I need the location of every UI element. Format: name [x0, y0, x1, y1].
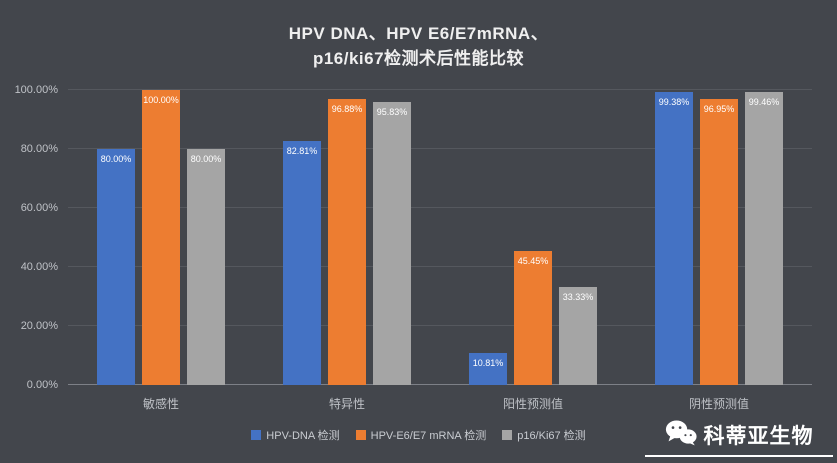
- bar: 80.00%: [187, 149, 225, 385]
- bar-label: 82.81%: [286, 145, 318, 156]
- x-axis-label: 敏感性: [142, 397, 179, 411]
- bar: 33.33%: [559, 286, 597, 385]
- bar-label: 99.38%: [658, 96, 690, 107]
- x-axis-line: [68, 384, 812, 385]
- x-axis-label: 阴性预测值: [688, 397, 749, 411]
- y-axis-tick: 80.00%: [20, 143, 58, 155]
- bar: 45.45%: [514, 250, 552, 385]
- x-axis: 敏感性 特异性 阳性预测值 阴性预测值: [68, 389, 812, 411]
- bar-label: 33.33%: [562, 291, 594, 302]
- bar: 80.00%: [97, 149, 135, 385]
- bar: 10.81%: [469, 353, 507, 385]
- y-axis-tick: 100.00%: [14, 84, 58, 96]
- bar: 95.83%: [373, 102, 411, 385]
- y-axis-tick: 60.00%: [20, 202, 58, 214]
- bar-label: 96.88%: [331, 104, 363, 115]
- legend-item: HPV-DNA 检测: [251, 427, 340, 443]
- bar: 100.00%: [142, 90, 180, 385]
- bar-label: 95.83%: [376, 107, 408, 118]
- wechat-icon: [665, 419, 697, 451]
- gridline: [68, 266, 812, 267]
- y-axis-tick: 40.00%: [20, 261, 58, 273]
- legend-swatch: [251, 430, 262, 440]
- gridline: [68, 325, 812, 326]
- bar-label: 45.45%: [517, 255, 549, 266]
- bar: 99.38%: [655, 91, 693, 385]
- bar-group: 99.38% 96.95% 99.46%: [626, 90, 812, 385]
- bar-groups: 80.00% 100.00% 80.00% 82.81% 96.88% 95.83% 10.…: [68, 90, 812, 385]
- bar: 96.95%: [700, 99, 738, 385]
- bar: 82.81%: [283, 140, 321, 385]
- chart-title: HPV DNA、HPV E6/E7mRNA、 p16/ki67检测术后性能比较: [288, 24, 549, 68]
- x-axis-label: 特异性: [328, 397, 365, 411]
- legend-swatch: [355, 430, 366, 440]
- gridline: [68, 207, 812, 208]
- bar-label: 80.00%: [100, 154, 132, 164]
- watermark-row: 科蒂亚生物: [665, 419, 814, 451]
- watermark: 科蒂亚生物: [645, 419, 833, 457]
- bar-label: 100.00%: [143, 95, 179, 105]
- legend: HPV-DNA 检测 HPV-E6/E7 mRNA 检测 p16/Ki67 检测: [0, 427, 837, 443]
- bar-label: 80.00%: [190, 154, 222, 164]
- watermark-underline: [645, 455, 833, 457]
- legend-label: HPV-DNA 检测: [266, 430, 340, 442]
- legend-item: p16/Ki67 检测: [502, 427, 586, 443]
- gridline: [68, 148, 812, 149]
- bar: 99.46%: [745, 91, 783, 385]
- bar-label: 10.81%: [472, 358, 504, 369]
- y-axis-tick: 0.00%: [26, 379, 58, 391]
- legend-swatch: [502, 430, 513, 440]
- watermark-text: 科蒂亚生物: [703, 425, 814, 448]
- bar-label: 96.95%: [703, 104, 735, 114]
- legend-label: p16/Ki67 检测: [517, 430, 586, 442]
- y-axis-tick: 20.00%: [20, 320, 58, 332]
- legend-label: HPV-E6/E7 mRNA 检测: [370, 430, 487, 442]
- bar-group: 10.81% 45.45% 33.33%: [440, 90, 626, 385]
- y-axis: 0.00% 20.00% 40.00% 60.00% 80.00% 100.00%: [0, 84, 62, 391]
- bar-group: 82.81% 96.88% 95.83%: [254, 90, 440, 385]
- x-axis-label: 阳性预测值: [502, 397, 563, 411]
- bar-group: 80.00% 100.00% 80.00%: [68, 90, 254, 385]
- gridline: [68, 89, 812, 90]
- plot-area: 80.00% 100.00% 80.00% 82.81% 96.88% 95.83% 10.…: [68, 89, 812, 385]
- legend-item: HPV-E6/E7 mRNA 检测: [355, 427, 487, 443]
- bar-label: 99.46%: [748, 96, 780, 107]
- bar: 96.88%: [328, 99, 366, 385]
